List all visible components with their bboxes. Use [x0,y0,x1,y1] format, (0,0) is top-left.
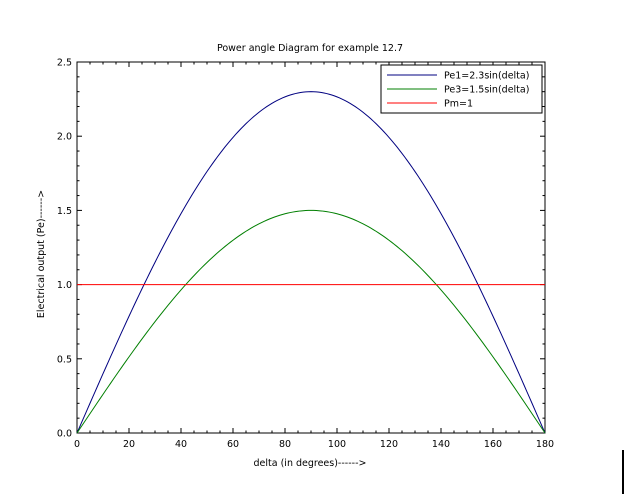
y-tick-label: 1.5 [57,206,72,217]
x-tick-label: 60 [227,439,239,450]
x-tick-label: 140 [432,439,450,450]
plot-area: 0 20 40 60 80 100 120 140 160 180 0.0 0.5 1.0 1.5 2.0 2… [57,58,554,451]
x-tick-label: 180 [536,439,554,450]
x-tick-label: 80 [279,439,291,450]
series-line-2 [76,209,546,434]
y-tick-label: 2.0 [57,132,72,143]
y-tick-label: 0.0 [57,429,72,440]
x-tick-label: 0 [74,439,80,450]
x-tick-label: 120 [380,439,398,450]
legend-entry: Pe1=2.3sin(delta) [444,71,529,82]
edge-strip [622,450,624,494]
chart-title: Power angle Diagram for example 12.7 [217,43,403,54]
x-tick-label: 40 [175,439,187,450]
y-axis-label: Electrical output (Pe)------> [36,190,47,318]
y-tick-label: 1.0 [57,280,72,291]
x-tick-label: 20 [123,439,135,450]
y-tick-label: 2.5 [57,58,72,69]
series-line-1 [76,91,546,434]
x-tick-label: 160 [484,439,502,450]
x-tick-label: 100 [328,439,346,450]
legend-entry: Pe3=1.5sin(delta) [444,85,529,96]
x-axis-label: delta (in degrees)------> [254,458,367,469]
y-tick-label: 0.5 [57,354,72,365]
legend-entry: Pm=1 [444,99,473,110]
